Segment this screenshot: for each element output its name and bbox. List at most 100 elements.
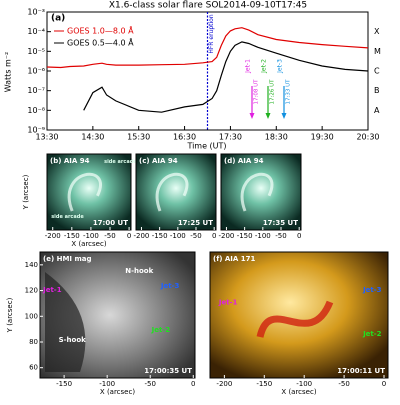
series-line <box>46 27 369 69</box>
panel-note: Jet-2 <box>151 326 171 334</box>
panel-image <box>135 153 217 231</box>
x-tick-label: 16:30 <box>173 133 196 142</box>
x-tick-label: -100 <box>170 232 186 240</box>
y-tick-label: 10⁻⁹ <box>27 126 45 135</box>
loop <box>155 172 189 212</box>
x-axis-title: X (arcsec) <box>281 388 316 396</box>
x-tick-label: 0 <box>127 232 131 240</box>
panel-time: 17:25 UT <box>178 219 213 227</box>
panel-note: S-hook <box>59 336 87 344</box>
legend-label: GOES 1.0—8.0 Å <box>67 25 134 36</box>
panel-image <box>209 251 389 379</box>
panel-note: side arcade <box>51 214 84 220</box>
jet-time: 17:08 UT <box>254 79 260 105</box>
x-tick-label: -100 <box>296 380 312 388</box>
x-tick-label: 0 <box>297 232 301 240</box>
polarity <box>45 272 86 372</box>
x-tick-label: -50 <box>190 232 201 240</box>
y-tick-label: 80 <box>29 338 38 346</box>
panel-label: (c) AIA 94 <box>139 157 178 165</box>
y-tick-label: 10⁻⁷ <box>27 86 45 95</box>
y-axis-title: Watts m⁻² <box>4 52 13 93</box>
x-tick-label: -150 <box>152 232 168 240</box>
x-tick-label: 18:30 <box>265 133 288 142</box>
x-tick-label: -150 <box>256 380 272 388</box>
panel-time: 17:00 UT <box>93 219 128 227</box>
x-tick-label: 0 <box>212 232 216 240</box>
flux-rope <box>256 300 334 338</box>
loop <box>240 172 274 212</box>
x-tick-label: -200 <box>45 232 61 240</box>
jet-arrowhead <box>265 113 271 119</box>
class-label: C <box>374 67 380 76</box>
x-tick-label: 20:30 <box>356 133 379 142</box>
x-tick-label: -100 <box>255 232 271 240</box>
jet-name: Jet-2 <box>261 59 268 74</box>
x-axis-title: X (arcsec) <box>71 240 106 248</box>
y-tick-label: 10⁻³ <box>27 8 45 17</box>
jet-time: 17:26 UT <box>270 79 276 105</box>
x-tick-label: 0 <box>382 380 386 388</box>
jet-name: Jet-1 <box>245 59 252 74</box>
panel-note: Jet-1 <box>218 298 238 306</box>
y-tick-label: 140 <box>25 261 38 269</box>
x-tick-label: 14:30 <box>81 133 104 142</box>
panel-note: Jet-3 <box>362 286 382 294</box>
class-label: A <box>374 106 380 115</box>
x-tick-label: 19:30 <box>311 133 334 142</box>
panel-time: 17:00:35 UT <box>144 367 192 375</box>
class-label: B <box>374 86 380 95</box>
loop <box>67 172 102 212</box>
y-tick-label: 10⁻⁶ <box>27 67 45 76</box>
class-label: X <box>374 27 380 36</box>
x-tick-label: -200 <box>216 380 232 388</box>
panel-note: Jet-2 <box>362 330 382 338</box>
x-tick-label: -150 <box>64 232 80 240</box>
y-tick-label: 100 <box>25 312 38 320</box>
legend-label: GOES 0.5—4.0 Å <box>67 37 134 48</box>
panel-note: side arcade <box>104 159 137 165</box>
x-tick-label: 15:30 <box>127 133 150 142</box>
x-tick-label: -50 <box>145 380 156 388</box>
x-tick-label: -200 <box>219 232 235 240</box>
panel-note: N-hook <box>125 267 153 275</box>
y-axis-title: Y (arcsec) <box>22 174 30 210</box>
panel-label: (f) AIA 171 <box>213 255 255 263</box>
panel-label: (a) <box>51 14 65 24</box>
panel-image <box>220 153 302 231</box>
x-tick-label: -150 <box>237 232 253 240</box>
panel-image <box>46 153 132 231</box>
x-tick-label: -100 <box>83 232 99 240</box>
jet-arrowhead <box>281 113 287 119</box>
panel-label: (b) AIA 94 <box>50 157 90 165</box>
x-axis-title: X (arcsec) <box>100 388 135 396</box>
class-label: M <box>374 47 381 56</box>
x-tick-label: -50 <box>275 232 286 240</box>
x-tick-label: 17:30 <box>219 133 242 142</box>
panel-note: Jet-3 <box>160 282 180 290</box>
y-tick-label: 120 <box>25 287 38 295</box>
jet-arrowhead <box>249 113 255 119</box>
chart-title: X1.6-class solar flare SOL2014-09-10T17:… <box>109 1 307 11</box>
eruption-label: HFR eruption <box>208 14 215 53</box>
x-tick-label: 0 <box>191 380 195 388</box>
panel-label: (d) AIA 94 <box>224 157 264 165</box>
y-tick-label: 10⁻⁸ <box>27 106 45 115</box>
x-tick-label: 13:30 <box>35 133 58 142</box>
y-axis-title: Y (arcsec) <box>6 297 14 333</box>
y-tick-label: 10⁻⁴ <box>27 27 45 36</box>
panel-label: (e) HMI mag <box>43 255 91 263</box>
y-tick-label: 10⁻⁵ <box>27 47 45 56</box>
x-tick-label: -50 <box>338 380 349 388</box>
x-tick-label: -100 <box>99 380 115 388</box>
panel-time: 17:35 UT <box>263 219 298 227</box>
panel-time: 17:00:11 UT <box>337 367 385 375</box>
x-tick-label: -150 <box>56 380 72 388</box>
x-axis-title: Time (UT) <box>186 142 226 151</box>
jet-time: 17:33 UT <box>286 79 292 105</box>
x-tick-label: -50 <box>104 232 115 240</box>
y-tick-label: 60 <box>29 364 38 372</box>
panel-note: Jet-1 <box>42 286 62 294</box>
x-tick-label: -200 <box>134 232 150 240</box>
